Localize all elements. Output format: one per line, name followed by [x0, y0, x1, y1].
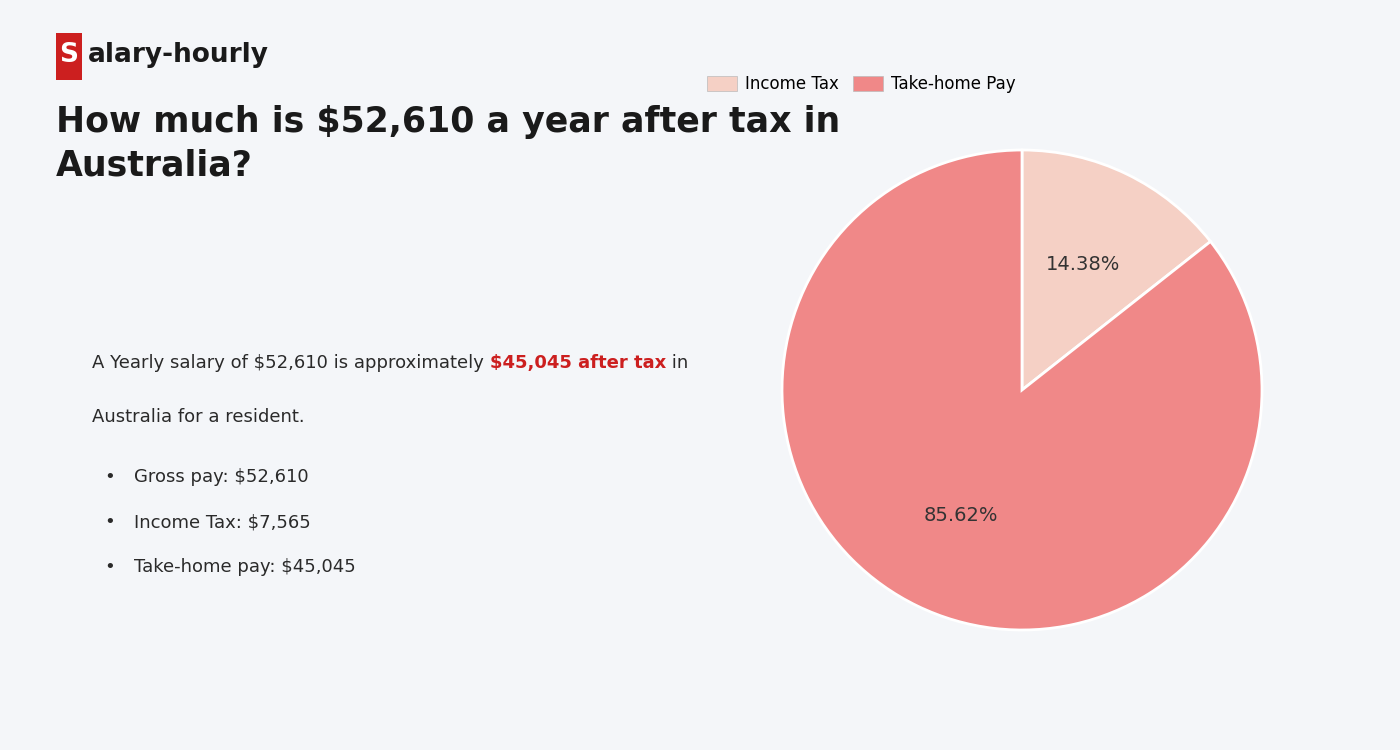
Text: 85.62%: 85.62% — [924, 506, 998, 525]
Text: •: • — [104, 513, 115, 531]
Text: in: in — [666, 354, 689, 372]
Text: 14.38%: 14.38% — [1046, 255, 1120, 274]
FancyBboxPatch shape — [56, 32, 83, 80]
Text: alary-hourly: alary-hourly — [88, 42, 269, 68]
Text: S: S — [60, 42, 78, 68]
Text: Gross pay: $52,610: Gross pay: $52,610 — [134, 468, 309, 486]
Legend: Income Tax, Take-home Pay: Income Tax, Take-home Pay — [700, 68, 1022, 100]
Text: How much is $52,610 a year after tax in
Australia?: How much is $52,610 a year after tax in … — [56, 105, 840, 182]
Text: A Yearly salary of $52,610 is approximately: A Yearly salary of $52,610 is approximat… — [92, 354, 490, 372]
Text: $45,045 after tax: $45,045 after tax — [490, 354, 666, 372]
Text: Take-home pay: $45,045: Take-home pay: $45,045 — [134, 558, 356, 576]
Text: Australia for a resident.: Australia for a resident. — [92, 408, 305, 426]
Text: •: • — [104, 558, 115, 576]
Text: •: • — [104, 468, 115, 486]
Text: Income Tax: $7,565: Income Tax: $7,565 — [134, 513, 311, 531]
Wedge shape — [1022, 150, 1211, 390]
Wedge shape — [783, 150, 1261, 630]
